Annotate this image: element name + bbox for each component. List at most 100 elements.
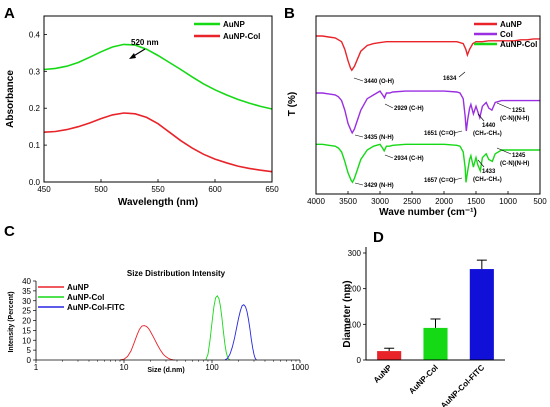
peak-arrowhead [129,53,136,59]
y-tick-label: 30 [22,297,31,306]
series-line-aunp-col [316,143,540,184]
annotation-2934: 2934 (C-H) [394,156,424,162]
x-tick-label: 500 [533,197,547,206]
legend-label-col: Col [500,30,513,39]
annotation-3440: 3440 (O-H) [364,79,394,85]
annotation-arrow [353,77,364,82]
peak-annotation-label: 520 nm [131,38,159,47]
panel-a-xlabel: Wavelength (nm) [118,197,198,208]
annotation-arrow [496,147,512,155]
y-tick-label: 300 [348,249,362,258]
panel-label-b: B [284,5,295,22]
annotation-arrow [458,71,466,78]
x-tick-label: 450 [37,185,51,194]
panel-b-ylabel: T (%) [287,92,298,116]
legend-label-aunp-col: AuNP-Col [500,40,537,49]
annotation-1657: 1657 (C=O) [424,178,456,184]
x-tick-label: 3500 [339,197,357,206]
x-category-label: AuNP-Col [407,363,440,396]
y-tick-label: 20 [22,317,31,326]
legend-label-aunp-col: AuNP-Col [67,293,104,302]
bar-aunp-col-fitc [469,269,494,360]
series-line-aunp-col-fitc [224,304,257,361]
panel-c-legend: AuNP AuNP-Col AuNP-Col-FITC [38,283,125,312]
panel-b-frame [315,15,541,195]
panel-b-legend: AuNP Col AuNP-Col [474,20,537,49]
annotation-1251-group: (C-N)(N-H) [500,116,529,122]
panel-a: 450 500 550 600 650 0.0 0.1 0.2 0.3 0.4 Wavelengt… [5,15,279,208]
x-tick-label: 500 [94,185,108,194]
x-tick-label: 1000 [499,197,517,206]
panel-b-annotations: 3440 (O-H) 1634 2929 (C-H) 3435 (N-H) 16… [353,71,529,189]
annotation-arrow [354,182,364,186]
legend-label-aunp: AuNP [500,20,522,29]
x-tick-label: 1000 [291,363,309,372]
annotation-arrow [384,103,394,109]
series-line-aunp [119,325,176,361]
legend-label-aunp: AuNP [223,20,245,29]
panel-label-d: D [373,229,384,246]
annotation-arrow [354,134,364,138]
panel-a-ylabel: Absorbance [5,70,16,128]
annotation-arrow [477,113,485,122]
legend-label-aunp: AuNP [67,283,89,292]
annotation-arrow [384,154,394,159]
annotation-1245: 1245 [512,153,526,159]
y-tick-label: 100 [348,320,362,329]
annotation-1251: 1251 [512,108,526,114]
y-tick-label: 0.3 [29,67,41,76]
annotation-1433: 1433 [482,169,496,175]
annotation-arrow [496,102,512,110]
panel-c-title: Size Distribution Intensity [127,269,226,278]
annotation-1634: 1634 [443,76,457,82]
y-tick-label: 0 [357,356,362,365]
x-tick-label: 2000 [435,197,453,206]
x-category-label: AuNP-Col-FITC [439,363,486,407]
y-tick-label: 0.0 [29,178,41,187]
annotation-1433-group: (CH₂-CH₃) [473,177,502,183]
y-tick-label: 40 [22,277,31,286]
y-tick-label: 0.1 [29,141,41,150]
panel-d: AuNP AuNP-Col AuNP-Col-FITC 0 100 200 300 Dia… [342,247,505,407]
y-tick-label: 0.2 [29,104,41,113]
x-tick-label: 2500 [403,197,421,206]
legend-label-aunp-col: AuNP-Col [223,32,260,41]
x-tick-label: 600 [208,185,222,194]
panel-label-a: A [4,5,15,22]
panel-c-xlabel: Size (d.nm) [147,367,184,374]
y-tick-label: 5 [27,346,32,355]
y-tick-label: 10 [22,336,31,345]
annotation-arrow [477,159,485,168]
series-line-aunp [43,43,273,110]
y-tick-label: 0.4 [29,30,41,39]
x-tick-label: 650 [265,185,279,194]
series-line-aunp [316,35,540,72]
series-line-col [316,90,540,135]
x-tick-label: 1 [34,363,39,372]
annotation-1440: 1440 [482,123,496,129]
panel-a-legend: AuNP AuNP-Col [194,20,260,41]
y-tick-label: 25 [22,307,31,316]
series-line-aunp-col [205,295,231,361]
x-tick-label: 10 [120,363,129,372]
bar-aunp-col [423,327,448,360]
annotation-1245-group: (C-N)(N-H) [500,161,529,167]
series-line-aunp-col [43,112,273,173]
annotation-arrow [453,177,463,181]
x-tick-label: 4000 [307,197,325,206]
x-tick-label: 100 [205,363,219,372]
panel-label-c: C [4,223,15,240]
y-tick-label: 35 [22,287,31,296]
y-tick-label: 15 [22,326,31,335]
annotation-3429: 3429 (N-H) [364,183,394,189]
bar-aunp [377,351,402,360]
panel-d-ylabel: Diameter (nm) [342,280,353,347]
y-tick-label: 0 [27,356,32,365]
annotation-3435: 3435 (N-H) [364,135,394,141]
legend-label-aunp-col-fitc: AuNP-Col-FITC [67,303,125,312]
x-tick-label: 550 [151,185,165,194]
panel-b: 4000 3500 3000 2500 2000 1500 1000 500 Wave num… [287,15,547,218]
x-tick-label: 1500 [467,197,485,206]
